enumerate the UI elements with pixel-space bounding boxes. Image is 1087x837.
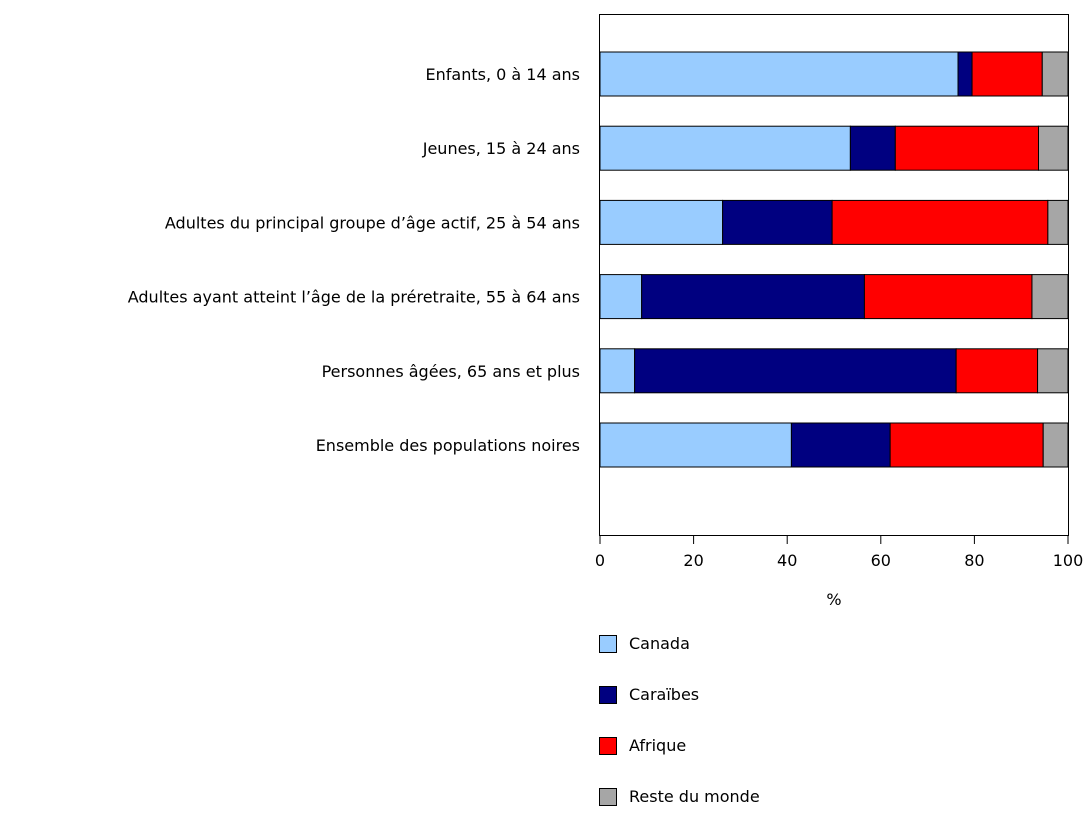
bar-segment-reste-du-monde-4 bbox=[1031, 274, 1069, 320]
bar-segment-canada-1 bbox=[599, 51, 959, 97]
bar-segment-caraibes-2 bbox=[849, 125, 896, 171]
x-axis-title: % bbox=[826, 590, 841, 609]
category-label: Ensemble des populations noires bbox=[316, 436, 580, 455]
bars-group bbox=[599, 51, 1069, 468]
bar-segment-caraibes-1 bbox=[957, 51, 973, 97]
bar-segment-afrique-6 bbox=[889, 422, 1044, 468]
bar-segment-caraibes-4 bbox=[641, 274, 865, 320]
bar-segment-reste-du-monde-1 bbox=[1041, 51, 1069, 97]
category-labels: Enfants, 0 à 14 ans Jeunes, 15 à 24 ans Ad… bbox=[128, 65, 580, 455]
legend-label-caraibes: Caraïbes bbox=[629, 685, 700, 704]
legend-label-reste-du-monde: Reste du monde bbox=[629, 787, 760, 806]
bar-segment-caraibes-5 bbox=[634, 348, 957, 394]
legend-label-canada: Canada bbox=[629, 634, 690, 653]
legend-swatch-canada bbox=[599, 635, 617, 653]
bar-segment-reste-du-monde-5 bbox=[1037, 348, 1069, 394]
bar-segment-afrique-1 bbox=[971, 51, 1043, 97]
legend-swatch-afrique bbox=[599, 737, 617, 755]
category-label: Adultes du principal groupe d’âge actif,… bbox=[165, 213, 580, 232]
bar-segment-canada-5 bbox=[599, 348, 636, 394]
legend-swatch-caraibes bbox=[599, 686, 617, 704]
category-label: Personnes âgées, 65 ans et plus bbox=[322, 362, 580, 381]
category-label: Adultes ayant atteint l’âge de la préret… bbox=[128, 288, 580, 307]
bar-segment-afrique-2 bbox=[894, 125, 1040, 171]
x-tick-label: 100 bbox=[1053, 551, 1084, 570]
bar-segment-caraibes-6 bbox=[790, 422, 891, 468]
legend-swatch-reste-du-monde bbox=[599, 788, 617, 806]
bar-segment-canada-2 bbox=[599, 125, 851, 171]
category-label: Jeunes, 15 à 24 ans bbox=[422, 139, 580, 158]
stacked-bar-chart: Enfants, 0 à 14 ans Jeunes, 15 à 24 ans Ad… bbox=[128, 14, 1083, 609]
x-tick-label: 0 bbox=[595, 551, 605, 570]
x-tick-label: 60 bbox=[871, 551, 891, 570]
bar-segment-reste-du-monde-3 bbox=[1047, 199, 1069, 245]
bar-segment-afrique-4 bbox=[863, 274, 1033, 320]
bar-segment-reste-du-monde-6 bbox=[1042, 422, 1069, 468]
bar-segment-afrique-3 bbox=[831, 199, 1049, 245]
bar-segment-canada-4 bbox=[599, 274, 643, 320]
bar-segment-reste-du-monde-2 bbox=[1038, 125, 1069, 171]
bar-segment-afrique-5 bbox=[955, 348, 1039, 394]
bar-segment-caraibes-3 bbox=[722, 199, 833, 245]
bar-segment-canada-6 bbox=[599, 422, 792, 468]
x-tick-label: 40 bbox=[777, 551, 797, 570]
legend-label-afrique: Afrique bbox=[629, 736, 687, 755]
x-axis: 0 20 40 60 80 100 bbox=[595, 535, 1083, 570]
bar-segment-canada-3 bbox=[599, 199, 724, 245]
x-tick-label: 80 bbox=[964, 551, 984, 570]
category-label: Enfants, 0 à 14 ans bbox=[426, 65, 581, 84]
x-tick-label: 20 bbox=[683, 551, 703, 570]
